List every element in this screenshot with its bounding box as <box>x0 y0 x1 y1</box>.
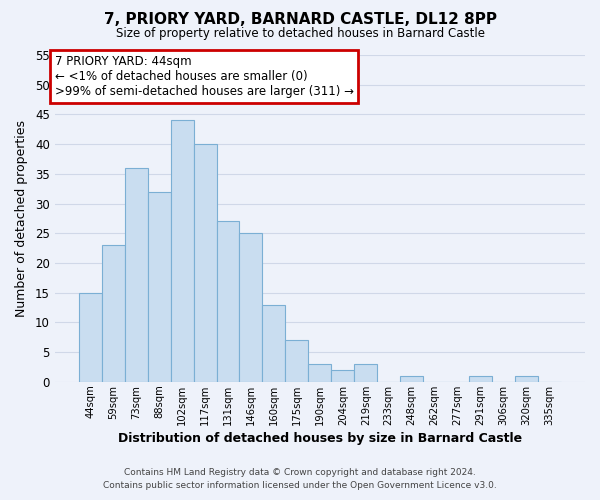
Bar <box>79 292 102 382</box>
Bar <box>170 120 194 382</box>
Bar <box>194 144 217 382</box>
X-axis label: Distribution of detached houses by size in Barnard Castle: Distribution of detached houses by size … <box>118 432 522 445</box>
Text: 7 PRIORY YARD: 44sqm
← <1% of detached houses are smaller (0)
>99% of semi-detac: 7 PRIORY YARD: 44sqm ← <1% of detached h… <box>55 55 353 98</box>
Y-axis label: Number of detached properties: Number of detached properties <box>15 120 28 317</box>
Bar <box>515 376 538 382</box>
Bar <box>286 340 308 382</box>
Bar <box>331 370 354 382</box>
Bar <box>125 168 148 382</box>
Bar <box>217 222 239 382</box>
Bar <box>239 234 262 382</box>
Bar <box>102 245 125 382</box>
Text: 7, PRIORY YARD, BARNARD CASTLE, DL12 8PP: 7, PRIORY YARD, BARNARD CASTLE, DL12 8PP <box>104 12 497 28</box>
Bar <box>308 364 331 382</box>
Text: Size of property relative to detached houses in Barnard Castle: Size of property relative to detached ho… <box>115 28 485 40</box>
Bar <box>262 304 286 382</box>
Bar <box>469 376 492 382</box>
Bar <box>148 192 170 382</box>
Bar <box>400 376 423 382</box>
Text: Contains HM Land Registry data © Crown copyright and database right 2024.
Contai: Contains HM Land Registry data © Crown c… <box>103 468 497 490</box>
Bar <box>354 364 377 382</box>
